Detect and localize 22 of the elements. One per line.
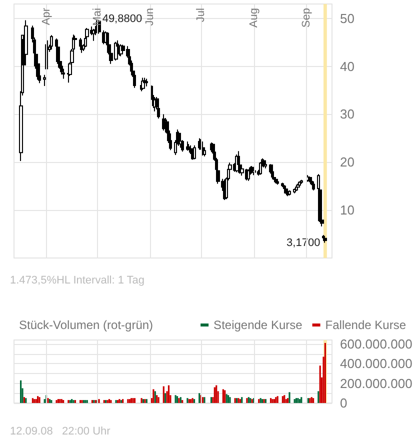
y-tick-label: 0 bbox=[340, 396, 348, 410]
annotation: 3,1700 bbox=[286, 236, 320, 249]
annotation: 49,8800 bbox=[102, 12, 142, 25]
x-tick-label: Jul bbox=[195, 8, 208, 22]
legend-label: Steigende Kurse bbox=[214, 318, 303, 332]
y-tick-label: 600.000.000 bbox=[340, 336, 412, 352]
x-tick-label: Aug bbox=[248, 8, 260, 28]
legend-label: Fallende Kurse bbox=[325, 318, 406, 332]
y-tick-label: 200.000.000 bbox=[340, 376, 412, 391]
x-tick-label: Mai bbox=[91, 8, 104, 26]
y-tick-label: 400.000.000 bbox=[340, 356, 412, 372]
x-tick-label: Apr bbox=[40, 8, 52, 26]
x-tick-label: Jun bbox=[144, 8, 156, 26]
y-tick-label: 30 bbox=[340, 106, 354, 122]
y-tick-label: 40 bbox=[340, 58, 354, 74]
x-tick-label: Sep bbox=[300, 8, 312, 28]
y-tick-label: 20 bbox=[340, 154, 354, 170]
text: 1.473,5%HL Intervall: 1 Tag bbox=[10, 274, 145, 286]
chart-title: Stück-Volumen (rot-grün) bbox=[19, 318, 154, 332]
text: 12.09.08 22:00 Uhr bbox=[10, 426, 111, 438]
y-tick-label: 50 bbox=[340, 10, 354, 26]
y-tick-label: 10 bbox=[340, 202, 354, 218]
